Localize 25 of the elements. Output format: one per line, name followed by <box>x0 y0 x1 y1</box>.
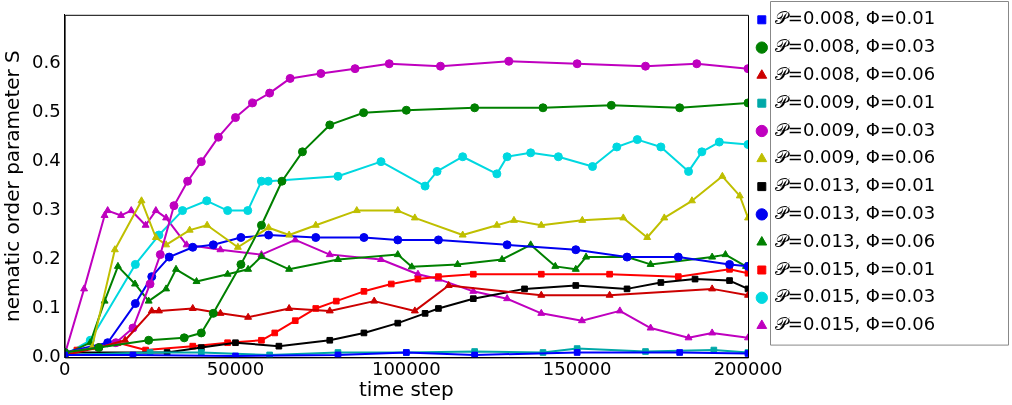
legend-label: 𝒫=0.013, Φ=0.03 <box>774 202 936 224</box>
x-tick-label: 150000 <box>542 357 612 379</box>
x-tick-label: 50000 <box>206 357 265 379</box>
y-tick-label: 0.3 <box>31 198 61 220</box>
y-tick-label: 0.0 <box>31 345 61 367</box>
legend-label: 𝒫=0.009, Φ=0.03 <box>774 118 936 140</box>
legend-label: 𝒫=0.008, Φ=0.01 <box>774 7 936 29</box>
legend-label: 𝒫=0.009, Φ=0.01 <box>774 90 936 112</box>
x-tick-label: 100000 <box>371 357 441 379</box>
legend-label: 𝒫=0.015, Φ=0.01 <box>774 257 936 279</box>
y-tick-label: 0.2 <box>31 247 61 269</box>
y-tick-label: 0.1 <box>31 296 61 318</box>
legend-label: 𝒫=0.013, Φ=0.06 <box>774 229 936 251</box>
y-tick-label: 0.5 <box>31 100 61 122</box>
legend-label: 𝒫=0.008, Φ=0.06 <box>774 63 936 85</box>
legend-label: 𝒫=0.013, Φ=0.01 <box>774 174 936 196</box>
x-tick-label: 200000 <box>713 357 783 379</box>
legend-label: 𝒫=0.009, Φ=0.06 <box>774 146 936 168</box>
x-axis-title: time step <box>358 377 454 402</box>
y-axis-title: nematic order parameter S <box>0 50 25 322</box>
y-tick-label: 0.6 <box>31 51 61 73</box>
legend-label: 𝒫=0.015, Φ=0.06 <box>774 313 936 335</box>
legend-label: 𝒫=0.008, Φ=0.03 <box>774 35 936 57</box>
legend-label: 𝒫=0.015, Φ=0.03 <box>774 285 936 307</box>
y-tick-label: 0.4 <box>31 149 61 171</box>
